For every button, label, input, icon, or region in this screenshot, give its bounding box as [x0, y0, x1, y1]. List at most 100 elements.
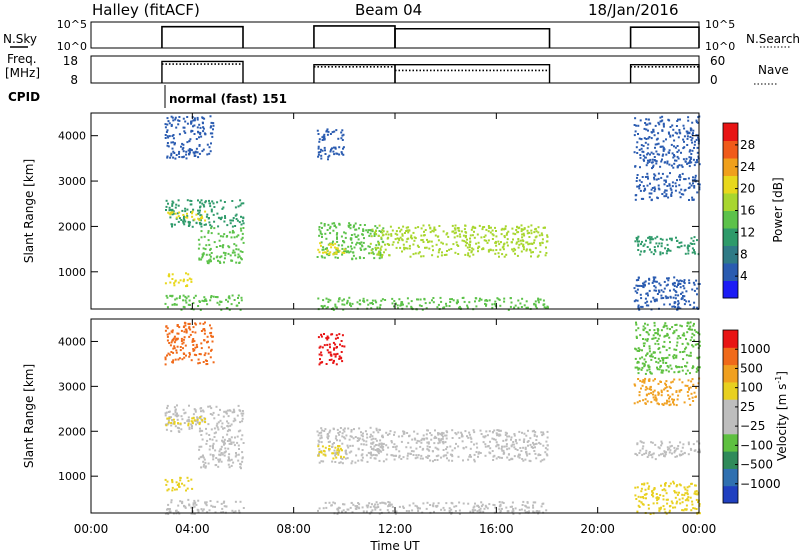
- range-cell: [652, 495, 655, 498]
- range-cell: [396, 304, 399, 307]
- range-cell: [526, 241, 529, 244]
- range-cell: [661, 369, 663, 372]
- range-cell: [220, 460, 223, 463]
- range-cell: [511, 501, 514, 504]
- velocity-colorbar-tick-label: −1000: [740, 477, 781, 491]
- range-cell: [677, 136, 680, 139]
- range-cell: [371, 302, 373, 304]
- range-cell: [673, 276, 676, 279]
- range-cell: [366, 506, 369, 509]
- range-cell: [334, 256, 337, 259]
- range-cell: [202, 130, 205, 133]
- range-cell: [222, 251, 225, 254]
- range-cell: [541, 238, 544, 241]
- range-cell: [696, 161, 699, 164]
- range-cell: [384, 243, 386, 246]
- range-cell: [208, 152, 211, 155]
- range-cell: [546, 235, 549, 238]
- range-cell: [395, 246, 398, 249]
- power-colorbar-swatch: [723, 245, 738, 264]
- range-cell: [171, 331, 174, 334]
- range-cell: [209, 126, 212, 129]
- range-cell: [208, 217, 210, 219]
- range-cell: [639, 119, 642, 122]
- range-cell: [470, 228, 473, 231]
- range-cell: [520, 450, 523, 452]
- range-cell: [327, 351, 330, 354]
- range-cell: [386, 433, 389, 436]
- range-cell: [374, 437, 377, 440]
- range-cell: [668, 447, 671, 450]
- range-cell: [496, 429, 499, 432]
- x-axis-ticks: 00:00 04:00 08:00 12:00 16:00 20:00 00:00: [74, 522, 717, 536]
- range-cell: [648, 278, 651, 281]
- range-cell: [649, 238, 652, 241]
- range-cell: [675, 159, 678, 162]
- range-cell: [667, 366, 670, 369]
- range-cell: [475, 442, 478, 445]
- range-cell: [360, 443, 363, 446]
- range-cell: [198, 243, 201, 246]
- range-cell: [317, 443, 320, 446]
- range-cell: [683, 146, 686, 149]
- range-cell: [400, 458, 403, 460]
- range-cell: [381, 254, 384, 256]
- range-cell: [687, 119, 690, 122]
- range-cell: [326, 229, 329, 231]
- range-cell: [695, 279, 698, 282]
- range-cell: [392, 510, 395, 512]
- range-cell: [230, 236, 233, 239]
- power-colorbar-swatch: [723, 263, 738, 281]
- range-cell: [638, 187, 641, 190]
- range-cell: [435, 243, 438, 246]
- range-cell: [192, 208, 195, 211]
- range-cell: [198, 144, 201, 147]
- range-cell: [172, 119, 175, 122]
- range-cell: [357, 439, 360, 442]
- range-cell: [485, 228, 488, 231]
- range-cell: [450, 508, 453, 511]
- range-cell: [369, 242, 372, 245]
- range-cell: [391, 243, 394, 246]
- range-cell: [666, 498, 669, 501]
- range-cell: [174, 280, 177, 283]
- range-cell: [442, 455, 445, 458]
- x-tick-label: 00:00: [74, 522, 109, 536]
- range-cell: [172, 137, 175, 140]
- range-cell: [336, 251, 339, 253]
- range-cell: [405, 510, 408, 512]
- cpid-text: normal (fast) 151: [169, 92, 287, 106]
- range-cell: [542, 444, 545, 447]
- range-cell: [425, 307, 428, 310]
- range-cell: [674, 496, 677, 499]
- range-cell: [455, 433, 458, 436]
- range-cell: [402, 303, 404, 306]
- range-cell: [333, 153, 336, 156]
- range-cell: [181, 142, 184, 145]
- range-cell: [502, 449, 505, 452]
- range-cell: [641, 380, 644, 383]
- range-cell: [380, 237, 383, 240]
- range-cell: [192, 416, 195, 419]
- range-cell: [382, 501, 385, 504]
- range-cell: [376, 226, 379, 229]
- range-cell: [690, 237, 693, 240]
- range-cell: [177, 204, 180, 207]
- range-cell: [492, 503, 495, 506]
- range-cell: [674, 491, 676, 494]
- range-cell: [641, 362, 644, 365]
- range-cell: [419, 457, 422, 460]
- range-cell: [537, 454, 540, 457]
- range-cell: [503, 300, 506, 303]
- range-cell: [378, 306, 381, 309]
- range-cell: [458, 233, 461, 236]
- range-cell: [343, 436, 345, 439]
- range-cell: [652, 296, 655, 299]
- range-cell: [400, 304, 403, 307]
- range-cell: [378, 429, 381, 431]
- range-cell: [331, 445, 334, 448]
- velocity-colorbar-tick-label: 500: [740, 361, 763, 375]
- range-cell: [215, 424, 218, 427]
- range-cell: [166, 296, 169, 299]
- range-cell: [683, 350, 686, 353]
